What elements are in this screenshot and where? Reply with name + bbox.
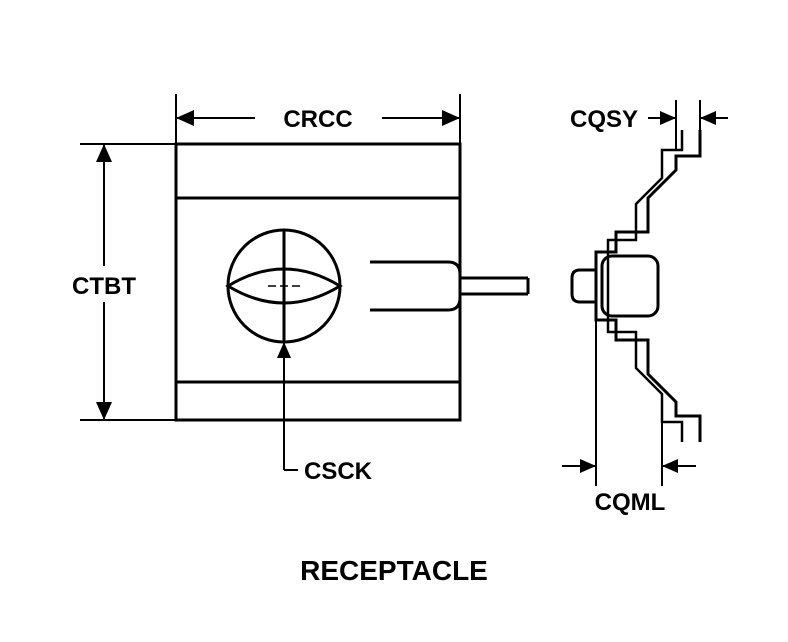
receptacle-diagram: CRCC CTBT CQSY CQML CSCK bbox=[0, 0, 788, 642]
label-cqml: CQML bbox=[595, 489, 666, 516]
front-view bbox=[176, 144, 528, 420]
label-cqsy: CQSY bbox=[570, 106, 638, 133]
side-view bbox=[572, 130, 700, 442]
dim-ctbt: CTBT bbox=[72, 144, 176, 420]
diagram-title: RECEPTACLE bbox=[300, 555, 488, 586]
dim-crcc: CRCC bbox=[176, 94, 460, 144]
dim-cqml: CQML bbox=[562, 320, 696, 516]
dim-csck: CSCK bbox=[277, 342, 373, 485]
dim-cqsy: CQSY bbox=[570, 100, 728, 150]
label-csck: CSCK bbox=[304, 458, 373, 485]
label-crcc: CRCC bbox=[283, 106, 352, 133]
label-ctbt: CTBT bbox=[72, 273, 136, 300]
